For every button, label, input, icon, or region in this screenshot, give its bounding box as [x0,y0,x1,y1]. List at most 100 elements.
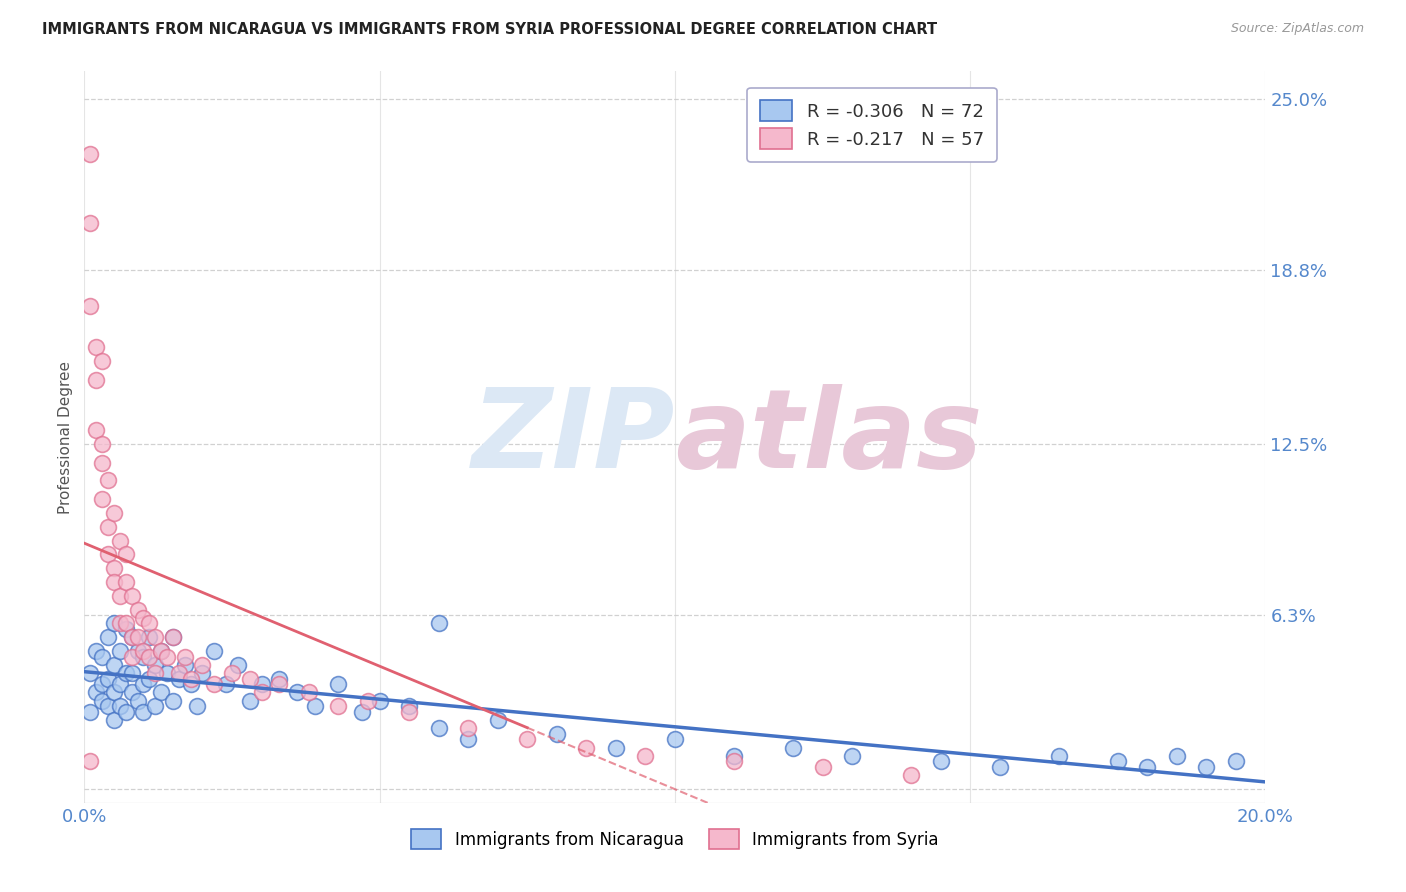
Point [226,657,249,672]
Point [427,616,450,631]
Point [1047,748,1070,763]
Point [121,649,143,664]
Point [156,666,179,681]
Point [202,644,225,658]
Point [79,705,101,719]
Point [114,622,136,636]
Point [108,699,131,714]
Point [132,705,155,719]
Point [103,685,125,699]
Point [132,644,155,658]
Point [143,699,166,714]
Point [269,672,291,686]
Point [143,666,166,681]
Point [900,768,922,782]
Point [191,657,214,672]
Point [138,630,160,644]
Text: IMMIGRANTS FROM NICARAGUA VS IMMIGRANTS FROM SYRIA PROFESSIONAL DEGREE CORRELATI: IMMIGRANTS FROM NICARAGUA VS IMMIGRANTS … [42,22,938,37]
Point [250,685,273,699]
Point [84,423,107,437]
Point [239,672,262,686]
Point [108,616,131,631]
Point [91,694,114,708]
Point [79,755,101,769]
Point [162,630,184,644]
Point [138,649,160,664]
Point [97,548,120,562]
Point [269,677,291,691]
Point [84,340,107,354]
Point [97,473,120,487]
Point [127,694,149,708]
Point [285,685,308,699]
Point [202,677,225,691]
Point [250,677,273,691]
Point [91,649,114,664]
Point [605,740,627,755]
Point [180,672,202,686]
Point [127,644,149,658]
Point [121,630,143,644]
Point [1136,760,1159,774]
Point [103,616,125,631]
Point [929,755,952,769]
Point [84,644,107,658]
Point [398,699,420,714]
Point [150,685,173,699]
Point [1107,755,1129,769]
Point [162,630,184,644]
Point [103,657,125,672]
Point [167,666,190,681]
Point [328,677,350,691]
Point [1225,755,1247,769]
Point [1195,760,1218,774]
Point [486,713,509,727]
Point [91,456,114,470]
Point [150,644,173,658]
Point [91,492,114,507]
Point [457,732,479,747]
Point [121,666,143,681]
Point [84,374,107,388]
Text: atlas: atlas [675,384,983,491]
Legend: Immigrants from Nicaragua, Immigrants from Syria: Immigrants from Nicaragua, Immigrants fr… [399,818,950,860]
Point [79,666,101,681]
Point [304,699,326,714]
Point [103,713,125,727]
Point [723,755,745,769]
Point [221,666,243,681]
Point [97,630,120,644]
Point [108,677,131,691]
Point [108,644,131,658]
Point [114,616,136,631]
Point [103,506,125,520]
Point [138,672,160,686]
Point [114,574,136,589]
Point [368,694,391,708]
Point [79,216,101,230]
Point [108,589,131,603]
Point [97,520,120,534]
Point [186,699,208,714]
Point [457,721,479,735]
Point [121,685,143,699]
Point [723,748,745,763]
Point [121,630,143,644]
Point [127,602,149,616]
Point [162,694,184,708]
Point [516,732,538,747]
Text: ZIP: ZIP [471,384,675,491]
Point [108,533,131,548]
Point [988,760,1011,774]
Point [357,694,380,708]
Point [156,649,179,664]
Point [167,672,190,686]
Point [239,694,262,708]
Point [841,748,863,763]
Point [91,437,114,451]
Point [191,666,214,681]
Point [114,705,136,719]
Point [143,657,166,672]
Point [132,611,155,625]
Point [127,630,149,644]
